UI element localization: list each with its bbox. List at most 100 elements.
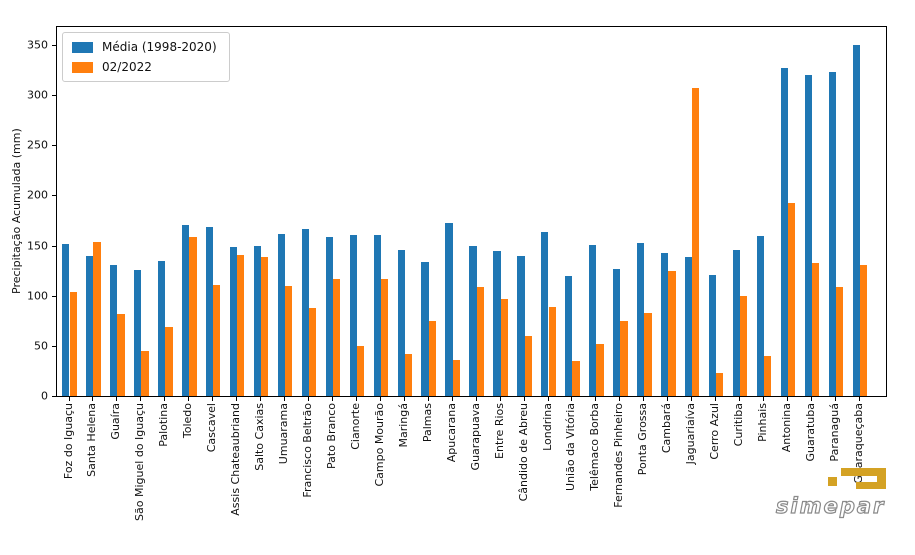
x-tick-mark [308, 397, 309, 401]
x-tick-mark [763, 397, 765, 401]
legend-label-022022: 02/2022 [102, 60, 152, 74]
legend-item-media: Média (1998-2020) [72, 40, 217, 54]
x-tick-label: Maringá [396, 403, 410, 448]
x-tick-label: Antonina [780, 403, 793, 453]
x-tick-label: Palmas [420, 403, 434, 443]
bar-022022 [189, 236, 197, 396]
bar-media [517, 255, 525, 396]
y-tick-mark [52, 345, 56, 347]
x-tick-label: Foz do Iguaçu [61, 403, 75, 480]
x-tick-mark [116, 397, 118, 401]
bar-022022 [213, 284, 221, 396]
bar-media [110, 264, 118, 396]
x-tick-mark [595, 397, 597, 401]
y-tick-label: 300 [27, 88, 48, 102]
x-tick-mark [810, 397, 812, 401]
x-tick-mark [212, 397, 214, 401]
x-tick-mark [236, 397, 238, 401]
bar-022022 [404, 353, 413, 396]
bar-022022 [165, 326, 173, 396]
x-tick-label: Ponta Grossa [636, 403, 650, 476]
bar-media [660, 252, 669, 396]
legend-label-media: Média (1998-2020) [102, 40, 217, 54]
x-tick-label: Cascavel [205, 403, 219, 453]
x-tick-mark [355, 397, 357, 401]
plot-area: Média (1998-2020) 02/2022 [56, 26, 887, 397]
x-tick-label: União da Vitória [564, 403, 578, 491]
x-tick-label: Salto Caxias [253, 403, 267, 471]
legend: Média (1998-2020) 02/2022 [62, 32, 230, 82]
bar-022022 [332, 278, 341, 396]
simepar-logo-text: simepar [776, 494, 885, 518]
x-tick-mark [284, 397, 286, 401]
x-tick-label: Guaíra [109, 403, 123, 440]
bar-022022 [572, 360, 580, 396]
legend-swatch-media [72, 41, 93, 53]
y-tick-mark [52, 145, 56, 147]
bar-022022 [764, 355, 772, 396]
bar-media [589, 244, 597, 396]
x-tick-label: Londrina [540, 403, 554, 451]
x-tick-label: Cianorte [348, 403, 362, 450]
bar-media [229, 246, 238, 396]
bar-022022 [788, 203, 796, 396]
x-tick-label: Campo Mourão [372, 403, 386, 487]
x-tick-label: Guarapuava [468, 403, 482, 471]
bar-022022 [356, 345, 365, 396]
bar-media [301, 228, 309, 396]
bar-022022 [811, 262, 820, 396]
x-tick-mark [164, 397, 166, 401]
bar-022022 [69, 291, 77, 396]
bar-media [373, 234, 381, 396]
bar-media [397, 249, 405, 396]
x-tick-label: Apucarana [444, 403, 458, 463]
x-tick-mark [427, 397, 429, 401]
y-tick-mark [52, 295, 56, 297]
x-tick-mark [571, 397, 573, 401]
x-tick-mark [523, 397, 525, 401]
bar-media [277, 233, 286, 396]
x-tick-mark [331, 397, 333, 401]
x-tick-mark [691, 397, 693, 401]
x-tick-mark [499, 397, 501, 401]
bar-022022 [644, 312, 652, 396]
y-tick-label: 200 [27, 188, 48, 202]
bar-media [205, 226, 214, 396]
bar-022022 [261, 256, 269, 396]
bar-022022 [835, 286, 844, 396]
bar-media [732, 249, 741, 396]
bar-media [804, 75, 812, 396]
x-tick-mark [787, 397, 788, 401]
bar-media [828, 72, 836, 396]
y-tick-label: 50 [34, 339, 48, 353]
y-tick-label: 150 [27, 239, 48, 253]
bar-media [708, 274, 717, 396]
x-tick-mark [68, 397, 70, 401]
bar-022022 [428, 320, 437, 396]
legend-item-022022: 02/2022 [72, 60, 217, 74]
x-tick-label: São Miguel do Iguaçu [133, 403, 147, 521]
x-tick-label: Francisco Beltrão [301, 403, 314, 498]
bar-media [325, 236, 333, 396]
bar-media [181, 224, 190, 396]
bar-022022 [285, 285, 293, 396]
x-tick-label: Palotina [157, 403, 171, 447]
x-tick-label: Santa Helena [85, 403, 99, 477]
bar-022022 [309, 307, 317, 396]
bar-media [469, 245, 477, 396]
bar-media [445, 222, 453, 396]
bar-022022 [380, 278, 389, 396]
bar-022022 [620, 320, 628, 396]
bar-media [62, 243, 70, 396]
bar-022022 [500, 298, 508, 396]
y-tick-mark [52, 396, 56, 397]
bar-022022 [93, 241, 101, 396]
bar-media [349, 234, 357, 396]
x-tick-mark [403, 397, 405, 401]
bar-media [86, 255, 94, 396]
bar-022022 [740, 295, 748, 396]
bar-022022 [596, 343, 604, 396]
simepar-logo-glyph [828, 468, 886, 489]
y-tick-label: 0 [41, 389, 48, 403]
